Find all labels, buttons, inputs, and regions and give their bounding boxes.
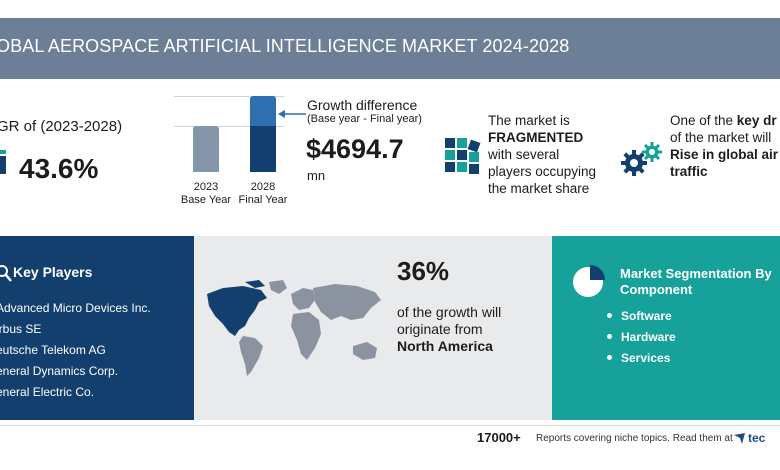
growth-unit: mn: [307, 168, 326, 183]
fragmented-highlight: FRAGMENTED: [488, 130, 584, 145]
segment-item: Services: [621, 351, 671, 365]
bar-label-final: 2028 Final Year: [233, 181, 293, 207]
bar-guide-line: [174, 96, 284, 97]
key-player-item: irbus SE: [0, 322, 42, 336]
segmentation-title: Market Segmentation By Component: [620, 266, 772, 298]
brand-logo-icon: [734, 432, 746, 444]
growth-subtitle: (Base year - Final year): [307, 113, 422, 125]
bar-guide-line: [174, 126, 284, 127]
bullet-icon: [607, 355, 612, 360]
growth-value: $4694.7: [306, 134, 404, 164]
magnifier-icon: [0, 264, 12, 282]
driver-highlight-line: Rise in global air: [670, 147, 779, 162]
bar-caption: Final Year: [238, 194, 288, 206]
trend-up-icon: [0, 146, 10, 176]
world-map-icon: [205, 280, 387, 380]
footer-divider: [0, 425, 780, 426]
fragmented-blocks-icon: [445, 138, 481, 174]
footer-text: Reports covering niche topics. Read them…: [536, 433, 733, 444]
bullet-icon: [607, 334, 612, 339]
segmentation-title-line: Component: [620, 282, 693, 297]
fragmented-text: The market is FRAGMENTED with several pl…: [488, 112, 638, 197]
pie-chart-icon: [572, 264, 606, 298]
growth-title: Growth difference: [307, 97, 418, 113]
footer-report-count: 17000+: [477, 430, 521, 445]
footer-brand[interactable]: tec: [748, 431, 766, 445]
bar-label-base: 2023 Base Year: [176, 181, 236, 207]
region-percent: 36%: [397, 256, 450, 286]
driver-highlight: key dr: [736, 113, 777, 128]
region-highlight: North America: [397, 338, 493, 354]
cagr-value: 43.6%: [19, 153, 99, 184]
page-title: OBAL AEROSPACE ARTIFICIAL INTELLIGENCE M…: [0, 36, 570, 56]
segment-item: Software: [621, 309, 672, 323]
bullet-icon: [607, 313, 612, 318]
segment-item: Hardware: [621, 330, 676, 344]
key-player-item: eneral Electric Co.: [0, 385, 95, 399]
region-line: of the growth will: [397, 304, 502, 320]
region-line: originate from: [397, 321, 483, 337]
base-year-bar: [193, 126, 219, 172]
bar-year: 2028: [250, 181, 276, 193]
key-player-item: eneral Dynamics Corp.: [0, 364, 119, 378]
final-year-bar-top: [250, 96, 276, 126]
fragmented-line: with several: [488, 147, 560, 162]
key-players-panel: [0, 236, 194, 420]
title-bar: [0, 18, 780, 79]
bar-year: 2023: [193, 181, 219, 193]
fragmented-line: players occupying: [488, 164, 597, 179]
cagr-label: GR of (2023-2028): [0, 118, 123, 135]
segmentation-title-line: Market Segmentation By: [620, 266, 772, 281]
gears-icon: [620, 141, 664, 177]
region-text: of the growth will originate from North …: [397, 304, 501, 355]
fragmented-line: The market is: [488, 113, 570, 128]
driver-line: One of the key dr: [670, 112, 780, 129]
final-year-bar-bottom: [250, 126, 276, 172]
region-panel: [194, 236, 552, 420]
driver-highlight-line: traffic: [670, 164, 708, 179]
driver-line: of the market will: [670, 130, 772, 145]
growth-arrow-icon: [278, 106, 306, 118]
driver-text: One of the key dr of the market will Ris…: [670, 112, 780, 180]
driver-line-start: One of the: [670, 113, 737, 128]
fragmented-line: the market share: [488, 181, 590, 196]
key-player-item: eutsche Telekom AG: [0, 343, 106, 357]
key-players-title: Key Players: [13, 264, 93, 280]
key-player-item: Advanced Micro Devices Inc.: [0, 301, 151, 315]
bar-caption: Base Year: [180, 194, 232, 206]
